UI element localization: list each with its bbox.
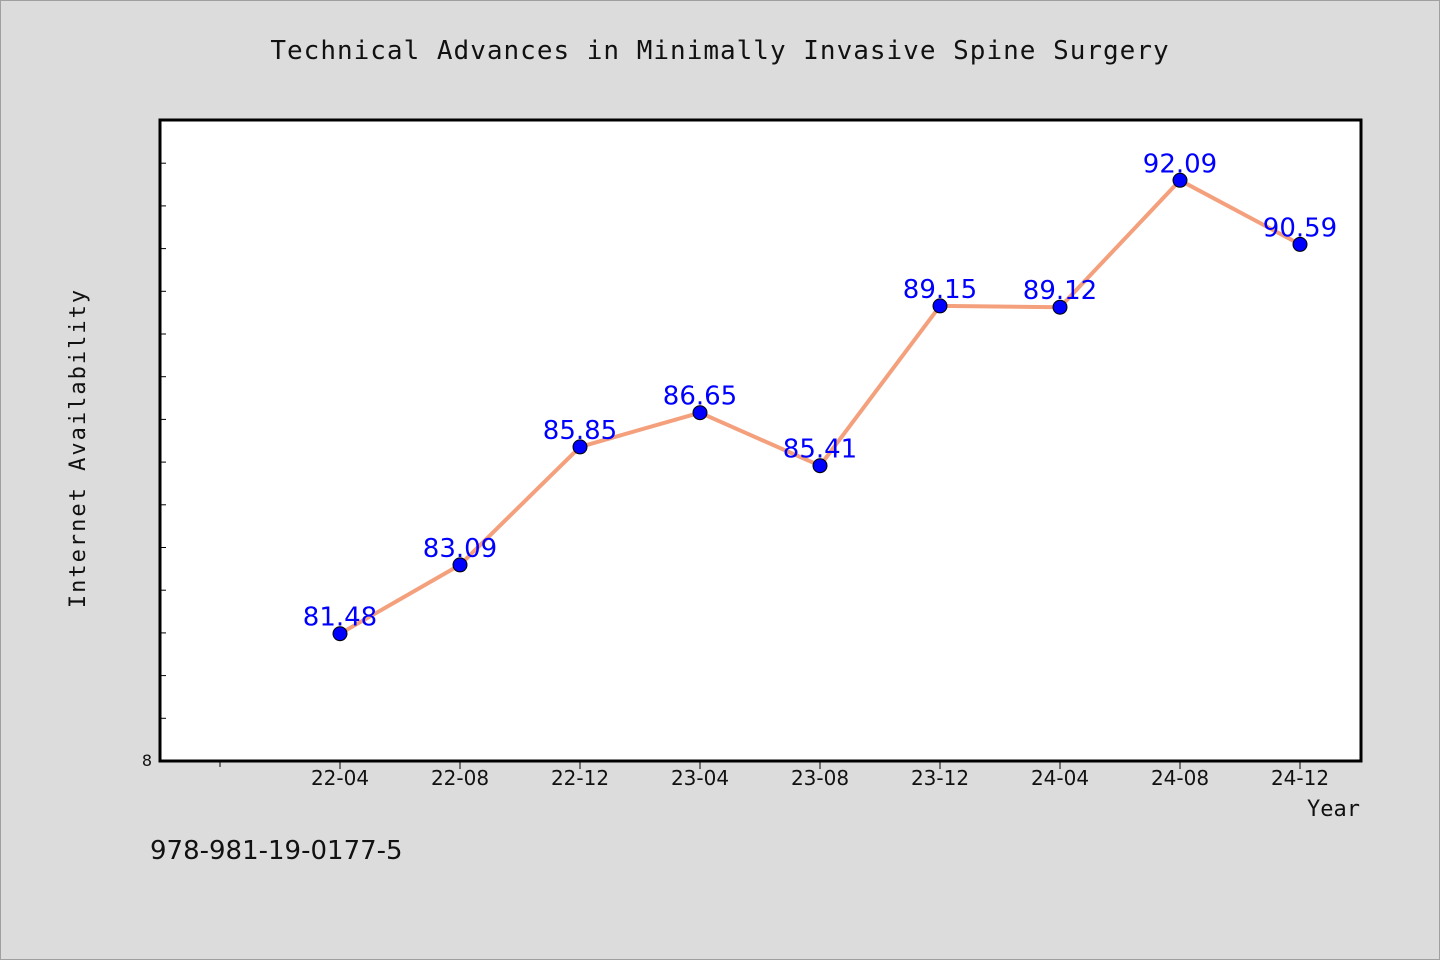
x-tick-label: 23-08 <box>791 766 849 790</box>
data-label: 89.12 <box>1023 276 1097 306</box>
x-tick-label: 22-12 <box>551 766 609 790</box>
data-point <box>332 626 348 642</box>
x-tick-label: 22-08 <box>431 766 489 790</box>
x-axis-label: Year <box>1307 797 1360 822</box>
data-point <box>452 557 468 573</box>
x-tick-label: 24-04 <box>1031 766 1089 790</box>
data-label: 85.41 <box>783 435 857 465</box>
isbn-text: 978-981-19-0177-5 <box>150 836 403 866</box>
y-axis-ticks <box>160 162 166 719</box>
x-tick-label: 24-12 <box>1271 766 1329 790</box>
data-point <box>1172 172 1188 188</box>
data-label: 92.09 <box>1143 149 1217 179</box>
chart-title: Technical Advances in Minimally Invasive… <box>270 36 1170 66</box>
y-axis-label: Internet Availability <box>66 288 91 608</box>
x-tick-label: 23-12 <box>911 766 969 790</box>
data-label: 89.15 <box>903 275 977 305</box>
data-point <box>932 298 948 314</box>
data-point <box>1292 236 1308 252</box>
x-axis-ticks: 22-04 22-08 22-12 23-04 23-08 23-12 24-04 24-08… <box>219 761 1329 790</box>
x-tick-label: 24-08 <box>1151 766 1209 790</box>
data-label: 90.59 <box>1263 213 1337 243</box>
y-axis-base-label: 8 <box>142 751 152 770</box>
data-label: 86.65 <box>663 382 737 412</box>
data-point <box>1052 299 1068 315</box>
x-tick-label: 22-04 <box>311 766 369 790</box>
x-tick-label: 23-04 <box>671 766 729 790</box>
data-label: 81.48 <box>303 603 377 633</box>
data-point <box>692 405 708 421</box>
data-point <box>812 458 828 474</box>
series-layer: 81.48 83.09 85.85 86.65 85.41 89.15 89.12 92.09… <box>303 149 1337 642</box>
data-point <box>572 439 588 455</box>
data-label: 83.09 <box>423 534 497 564</box>
data-label: 85.85 <box>543 416 617 446</box>
